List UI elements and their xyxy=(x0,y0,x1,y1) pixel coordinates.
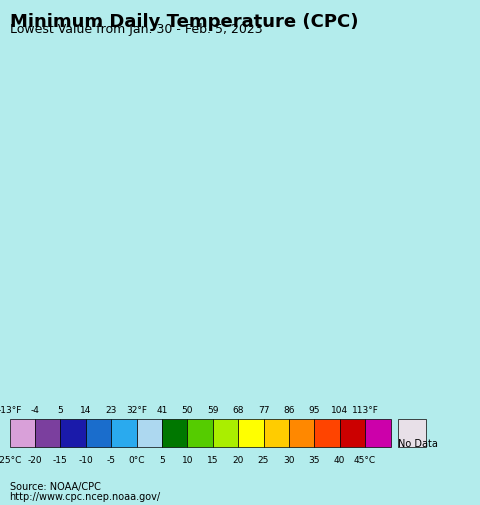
Bar xyxy=(35,419,60,447)
Bar xyxy=(187,419,213,447)
Bar xyxy=(264,419,289,447)
Text: -13°F: -13°F xyxy=(0,406,22,415)
Text: 30: 30 xyxy=(283,457,295,465)
Text: 40: 40 xyxy=(334,457,346,465)
Bar xyxy=(60,419,86,447)
Text: 0°C: 0°C xyxy=(128,457,145,465)
Text: 41: 41 xyxy=(156,406,168,415)
Text: -4: -4 xyxy=(31,406,39,415)
Text: Lowest Value from Jan. 30 - Feb. 5, 2023: Lowest Value from Jan. 30 - Feb. 5, 2023 xyxy=(10,23,262,36)
Bar xyxy=(111,419,137,447)
Text: 104: 104 xyxy=(331,406,348,415)
Text: 45°C: 45°C xyxy=(354,457,376,465)
Text: 113°F: 113°F xyxy=(352,406,379,415)
Bar xyxy=(398,419,426,447)
Text: 59: 59 xyxy=(207,406,218,415)
Bar xyxy=(340,419,365,447)
Bar xyxy=(137,419,162,447)
Text: -5: -5 xyxy=(107,457,116,465)
Text: 5: 5 xyxy=(159,457,165,465)
Bar xyxy=(289,419,314,447)
Bar xyxy=(10,419,35,447)
Text: 68: 68 xyxy=(232,406,244,415)
Text: 32°F: 32°F xyxy=(126,406,147,415)
Text: Source: NOAA/CPC: Source: NOAA/CPC xyxy=(10,482,100,492)
Text: -15: -15 xyxy=(53,457,68,465)
Bar xyxy=(213,419,238,447)
Text: -25°C: -25°C xyxy=(0,457,22,465)
Text: 15: 15 xyxy=(207,457,218,465)
Text: -20: -20 xyxy=(28,457,42,465)
Bar xyxy=(238,419,264,447)
Text: Minimum Daily Temperature (CPC): Minimum Daily Temperature (CPC) xyxy=(10,13,358,31)
Bar xyxy=(162,419,187,447)
Bar xyxy=(314,419,340,447)
Text: 10: 10 xyxy=(181,457,193,465)
Text: No Data: No Data xyxy=(397,439,438,449)
Text: 35: 35 xyxy=(309,457,320,465)
Text: http://www.cpc.ncep.noaa.gov/: http://www.cpc.ncep.noaa.gov/ xyxy=(10,492,161,502)
Bar xyxy=(86,419,111,447)
Text: 14: 14 xyxy=(80,406,92,415)
Text: 23: 23 xyxy=(106,406,117,415)
Text: 95: 95 xyxy=(309,406,320,415)
Bar xyxy=(365,419,391,447)
Text: 5: 5 xyxy=(58,406,63,415)
Text: 20: 20 xyxy=(232,457,244,465)
Text: 25: 25 xyxy=(258,457,269,465)
Text: -10: -10 xyxy=(78,457,93,465)
Text: 50: 50 xyxy=(181,406,193,415)
Text: 77: 77 xyxy=(258,406,269,415)
Text: 86: 86 xyxy=(283,406,295,415)
